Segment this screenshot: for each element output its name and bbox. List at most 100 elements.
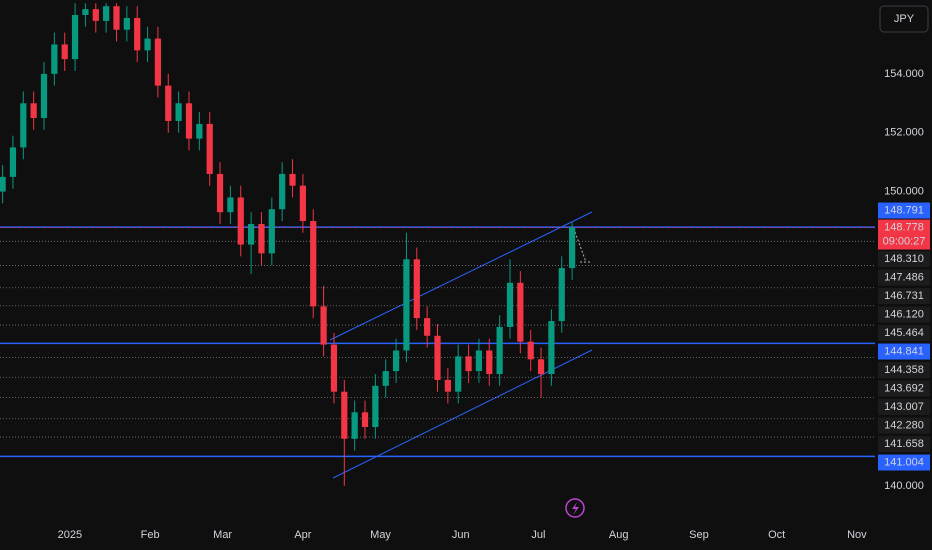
x-tick-label: Oct	[768, 529, 785, 541]
candle-body	[248, 223, 255, 245]
level-label: 141.658	[884, 438, 924, 450]
level-label: 145.464	[884, 327, 924, 339]
candle-body	[299, 185, 306, 222]
candle-body	[289, 173, 296, 186]
candle-body	[0, 176, 6, 192]
level-label: 148.310	[884, 253, 924, 265]
candle-body	[569, 227, 576, 269]
candle-body	[506, 282, 514, 327]
candle-body	[237, 197, 244, 245]
candle-body	[154, 38, 162, 86]
candle-body	[558, 268, 565, 322]
candle-body	[475, 350, 483, 372]
y-tick-label: 150.000	[884, 185, 924, 197]
candle-body	[82, 9, 89, 16]
level-badge	[878, 251, 930, 268]
candle-body	[517, 282, 524, 342]
candle-body	[206, 123, 213, 174]
candle-body	[185, 103, 193, 139]
candle-body	[434, 335, 441, 380]
candle-body	[113, 6, 120, 30]
candle-body	[61, 44, 68, 60]
candle-body	[144, 38, 151, 51]
x-tick-label: Nov	[847, 529, 867, 541]
candle-body	[548, 321, 555, 375]
candle-body	[403, 259, 410, 351]
x-tick-label: Sep	[689, 529, 709, 541]
level-badge	[878, 288, 930, 305]
event-icon[interactable]	[565, 498, 585, 518]
plot-area	[0, 3, 875, 486]
currency-button[interactable]: JPY	[879, 5, 929, 33]
candle-body	[20, 103, 27, 148]
candle-body	[30, 103, 37, 119]
countdown-label: 09:00:27	[883, 235, 926, 247]
candle-body	[537, 359, 545, 375]
level-badge	[878, 325, 930, 342]
level-badge	[878, 269, 930, 286]
candle-body	[372, 385, 379, 428]
candle-body	[330, 344, 338, 392]
candle-body	[413, 259, 420, 319]
candle-body	[341, 391, 348, 439]
level-label: 146.731	[884, 290, 924, 302]
level-badge	[878, 399, 930, 416]
level-label: 142.280	[884, 419, 924, 431]
level-badge	[878, 454, 930, 471]
projection-arrow	[574, 231, 590, 263]
candle-body	[527, 341, 534, 360]
candle-body	[444, 379, 451, 392]
last-price-label: 148.778	[884, 221, 924, 233]
x-tick-label: Aug	[609, 529, 629, 541]
level-label: 141.004	[884, 456, 924, 468]
candle-body	[216, 173, 224, 213]
level-badge	[878, 362, 930, 379]
candle-body	[227, 197, 234, 213]
x-tick-label: Feb	[141, 529, 160, 541]
level-label: 143.007	[884, 401, 924, 413]
x-tick-label: May	[370, 529, 391, 541]
level-label: 144.358	[884, 364, 924, 376]
candle-body	[165, 85, 172, 121]
x-tick-label: Jun	[452, 529, 470, 541]
candle-body	[465, 356, 472, 372]
level-badge	[878, 306, 930, 323]
level-label: 148.791	[884, 204, 924, 216]
currency-label[interactable]: JPY	[894, 13, 915, 25]
level-label: 147.486	[884, 271, 924, 283]
candle-body	[196, 123, 203, 139]
candle-body	[92, 9, 99, 21]
candle-body	[40, 73, 48, 119]
candle-body	[392, 350, 400, 372]
x-tick-label: 2025	[58, 529, 82, 541]
candle-body	[51, 44, 58, 74]
candle-body	[310, 221, 317, 307]
candle-body	[320, 306, 327, 345]
candle-body	[71, 15, 79, 60]
last-price-badge	[878, 219, 930, 250]
candle-body	[268, 209, 275, 254]
level-label: 144.841	[884, 345, 924, 357]
candle-body	[382, 371, 389, 386]
level-badge	[878, 436, 930, 453]
y-tick-label: 152.000	[884, 127, 924, 139]
level-badge	[878, 417, 930, 434]
level-badge	[878, 380, 930, 397]
candle-body	[279, 173, 286, 210]
candle-body	[486, 350, 493, 375]
candle-body	[258, 223, 265, 254]
candle-body	[103, 6, 110, 21]
candle-body	[9, 147, 17, 177]
x-tick-label: Apr	[294, 529, 311, 541]
channel-upper	[329, 211, 593, 341]
level-label: 143.692	[884, 382, 924, 394]
x-tick-label: Mar	[213, 529, 232, 541]
level-label: 146.120	[884, 308, 924, 320]
level-badge	[878, 343, 930, 360]
candle-body	[455, 356, 462, 392]
candle-body	[361, 412, 369, 428]
candle-body	[496, 326, 503, 375]
